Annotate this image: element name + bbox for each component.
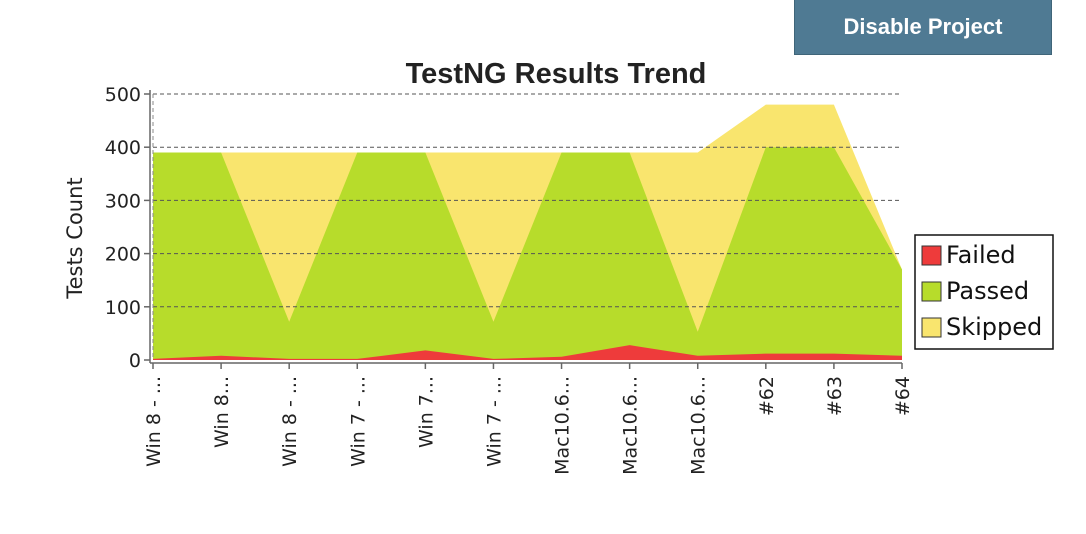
legend-swatch-failed (921, 245, 942, 266)
x-tick-label: #64 (892, 376, 914, 416)
y-axis-label: Tests Count (63, 177, 87, 299)
legend-label-passed: Passed (946, 277, 1029, 305)
gridlines (152, 93, 902, 360)
x-tick-label: #62 (756, 376, 778, 416)
x-tick-label: Win 8 - ... (143, 376, 165, 467)
legend: Failed Passed Skipped (914, 234, 1054, 350)
x-tick-label: Win 7 - ... (483, 376, 505, 467)
x-tick-label: Win 8... (211, 376, 233, 448)
x-tick-label: Win 8 - ... (279, 376, 301, 467)
x-tick-label: Win 7 - ... (347, 376, 369, 467)
plot-area (153, 104, 902, 360)
legend-label-skipped: Skipped (946, 313, 1042, 341)
area-failed (153, 345, 902, 360)
x-tick-label: Win 7... (415, 376, 437, 448)
x-tick-label: Mac10.6... (620, 376, 642, 475)
x-tick-label: #63 (824, 376, 846, 416)
y-tick-label: 300 (105, 190, 141, 212)
x-tick-label: Mac10.6... (688, 376, 710, 475)
y-tick-label: 100 (105, 297, 141, 319)
chart-title: TestNG Results Trend (406, 58, 707, 90)
x-tick-label: Mac10.6... (552, 376, 574, 475)
axes: 0 100 200 300 400 500 Win 8 - ... Win 8... Win 8… (105, 84, 914, 475)
legend-label-failed: Failed (946, 241, 1016, 269)
disable-project-button[interactable]: Disable Project (794, 0, 1052, 55)
y-tick-label: 200 (105, 244, 141, 266)
y-tick-label: 500 (105, 84, 141, 106)
legend-swatch-passed (921, 281, 942, 302)
legend-swatch-skipped (921, 317, 942, 338)
y-tick-label: 0 (129, 350, 141, 372)
y-tick-label: 400 (105, 137, 141, 159)
